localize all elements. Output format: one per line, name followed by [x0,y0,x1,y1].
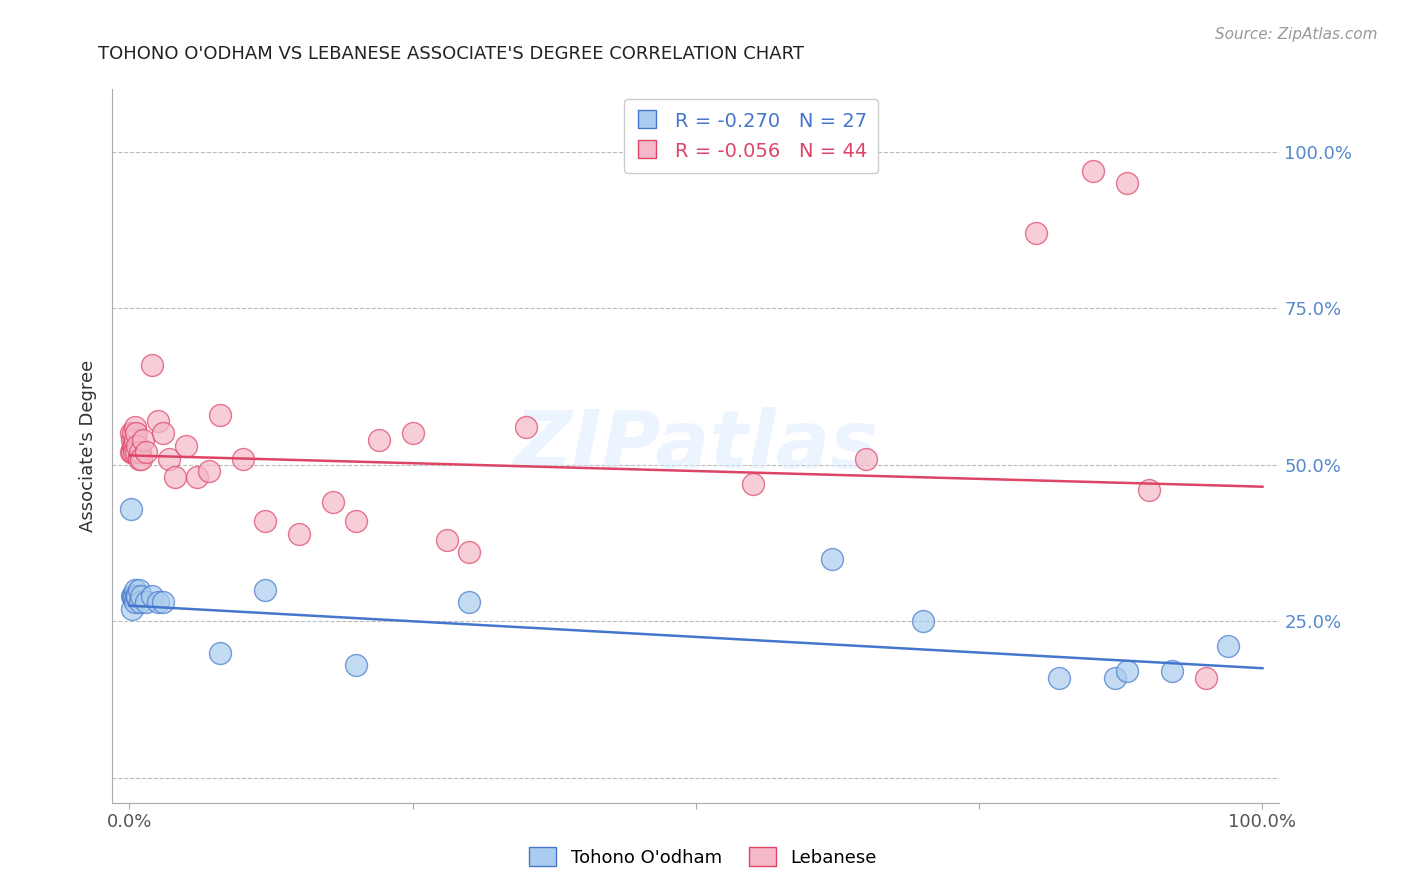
Point [288,526,311,541]
Point [1137,483,1160,497]
Point [1047,671,1070,685]
Point [1115,665,1137,679]
Point [129,451,152,466]
Point [122,445,145,459]
Point [122,589,145,603]
Point [121,445,143,459]
Point [124,582,146,597]
Point [132,433,155,447]
Text: TOHONO O'ODHAM VS LEBANESE ASSOCIATE'S DEGREE CORRELATION CHART: TOHONO O'ODHAM VS LEBANESE ASSOCIATE'S D… [98,45,804,62]
Point [197,464,219,478]
Point [125,589,148,603]
Point [121,589,143,603]
Point [1081,163,1104,178]
Point [146,595,169,609]
Legend: R = -0.270   N = 27, R = -0.056   N = 44: R = -0.270 N = 27, R = -0.056 N = 44 [624,99,879,173]
Point [129,589,152,603]
Point [1195,671,1218,685]
Point [124,433,146,447]
Point [125,445,148,459]
Point [367,433,389,447]
Point [458,545,481,559]
Point [127,589,149,603]
Point [209,646,232,660]
Point [1025,226,1047,240]
Point [174,439,197,453]
Point [821,551,844,566]
Point [121,601,143,615]
Point [855,451,877,466]
Point [163,470,186,484]
Point [186,470,208,484]
Point [135,595,157,609]
Point [120,445,142,459]
Text: Source: ZipAtlas.com: Source: ZipAtlas.com [1215,27,1378,42]
Point [1160,665,1182,679]
Point [152,426,174,441]
Point [124,420,146,434]
Point [124,595,146,609]
Point [146,414,169,428]
Point [741,476,763,491]
Point [128,582,150,597]
Point [209,408,232,422]
Point [120,426,142,441]
Point [157,451,180,466]
Point [128,451,150,466]
Point [344,658,367,673]
Point [122,589,145,603]
Point [121,433,143,447]
Point [120,501,142,516]
Point [125,426,148,441]
Point [128,445,150,459]
Point [402,426,425,441]
Point [1218,640,1240,654]
Point [458,595,481,609]
Point [122,426,145,441]
Legend: Tohono O'odham, Lebanese: Tohono O'odham, Lebanese [522,840,884,874]
Point [152,595,174,609]
Point [232,451,254,466]
Point [128,595,150,609]
Point [127,439,149,453]
Point [122,439,145,453]
Point [254,582,277,597]
Point [322,495,344,509]
Point [135,445,157,459]
Point [515,420,537,434]
Point [911,614,934,628]
Point [436,533,458,547]
Point [141,589,163,603]
Point [254,514,277,528]
Point [344,514,367,528]
Point [1104,671,1126,685]
Y-axis label: Associate's Degree: Associate's Degree [79,359,97,533]
Text: ZIPatlas: ZIPatlas [513,407,879,485]
Point [122,439,145,453]
Point [1115,176,1137,190]
Point [141,358,163,372]
